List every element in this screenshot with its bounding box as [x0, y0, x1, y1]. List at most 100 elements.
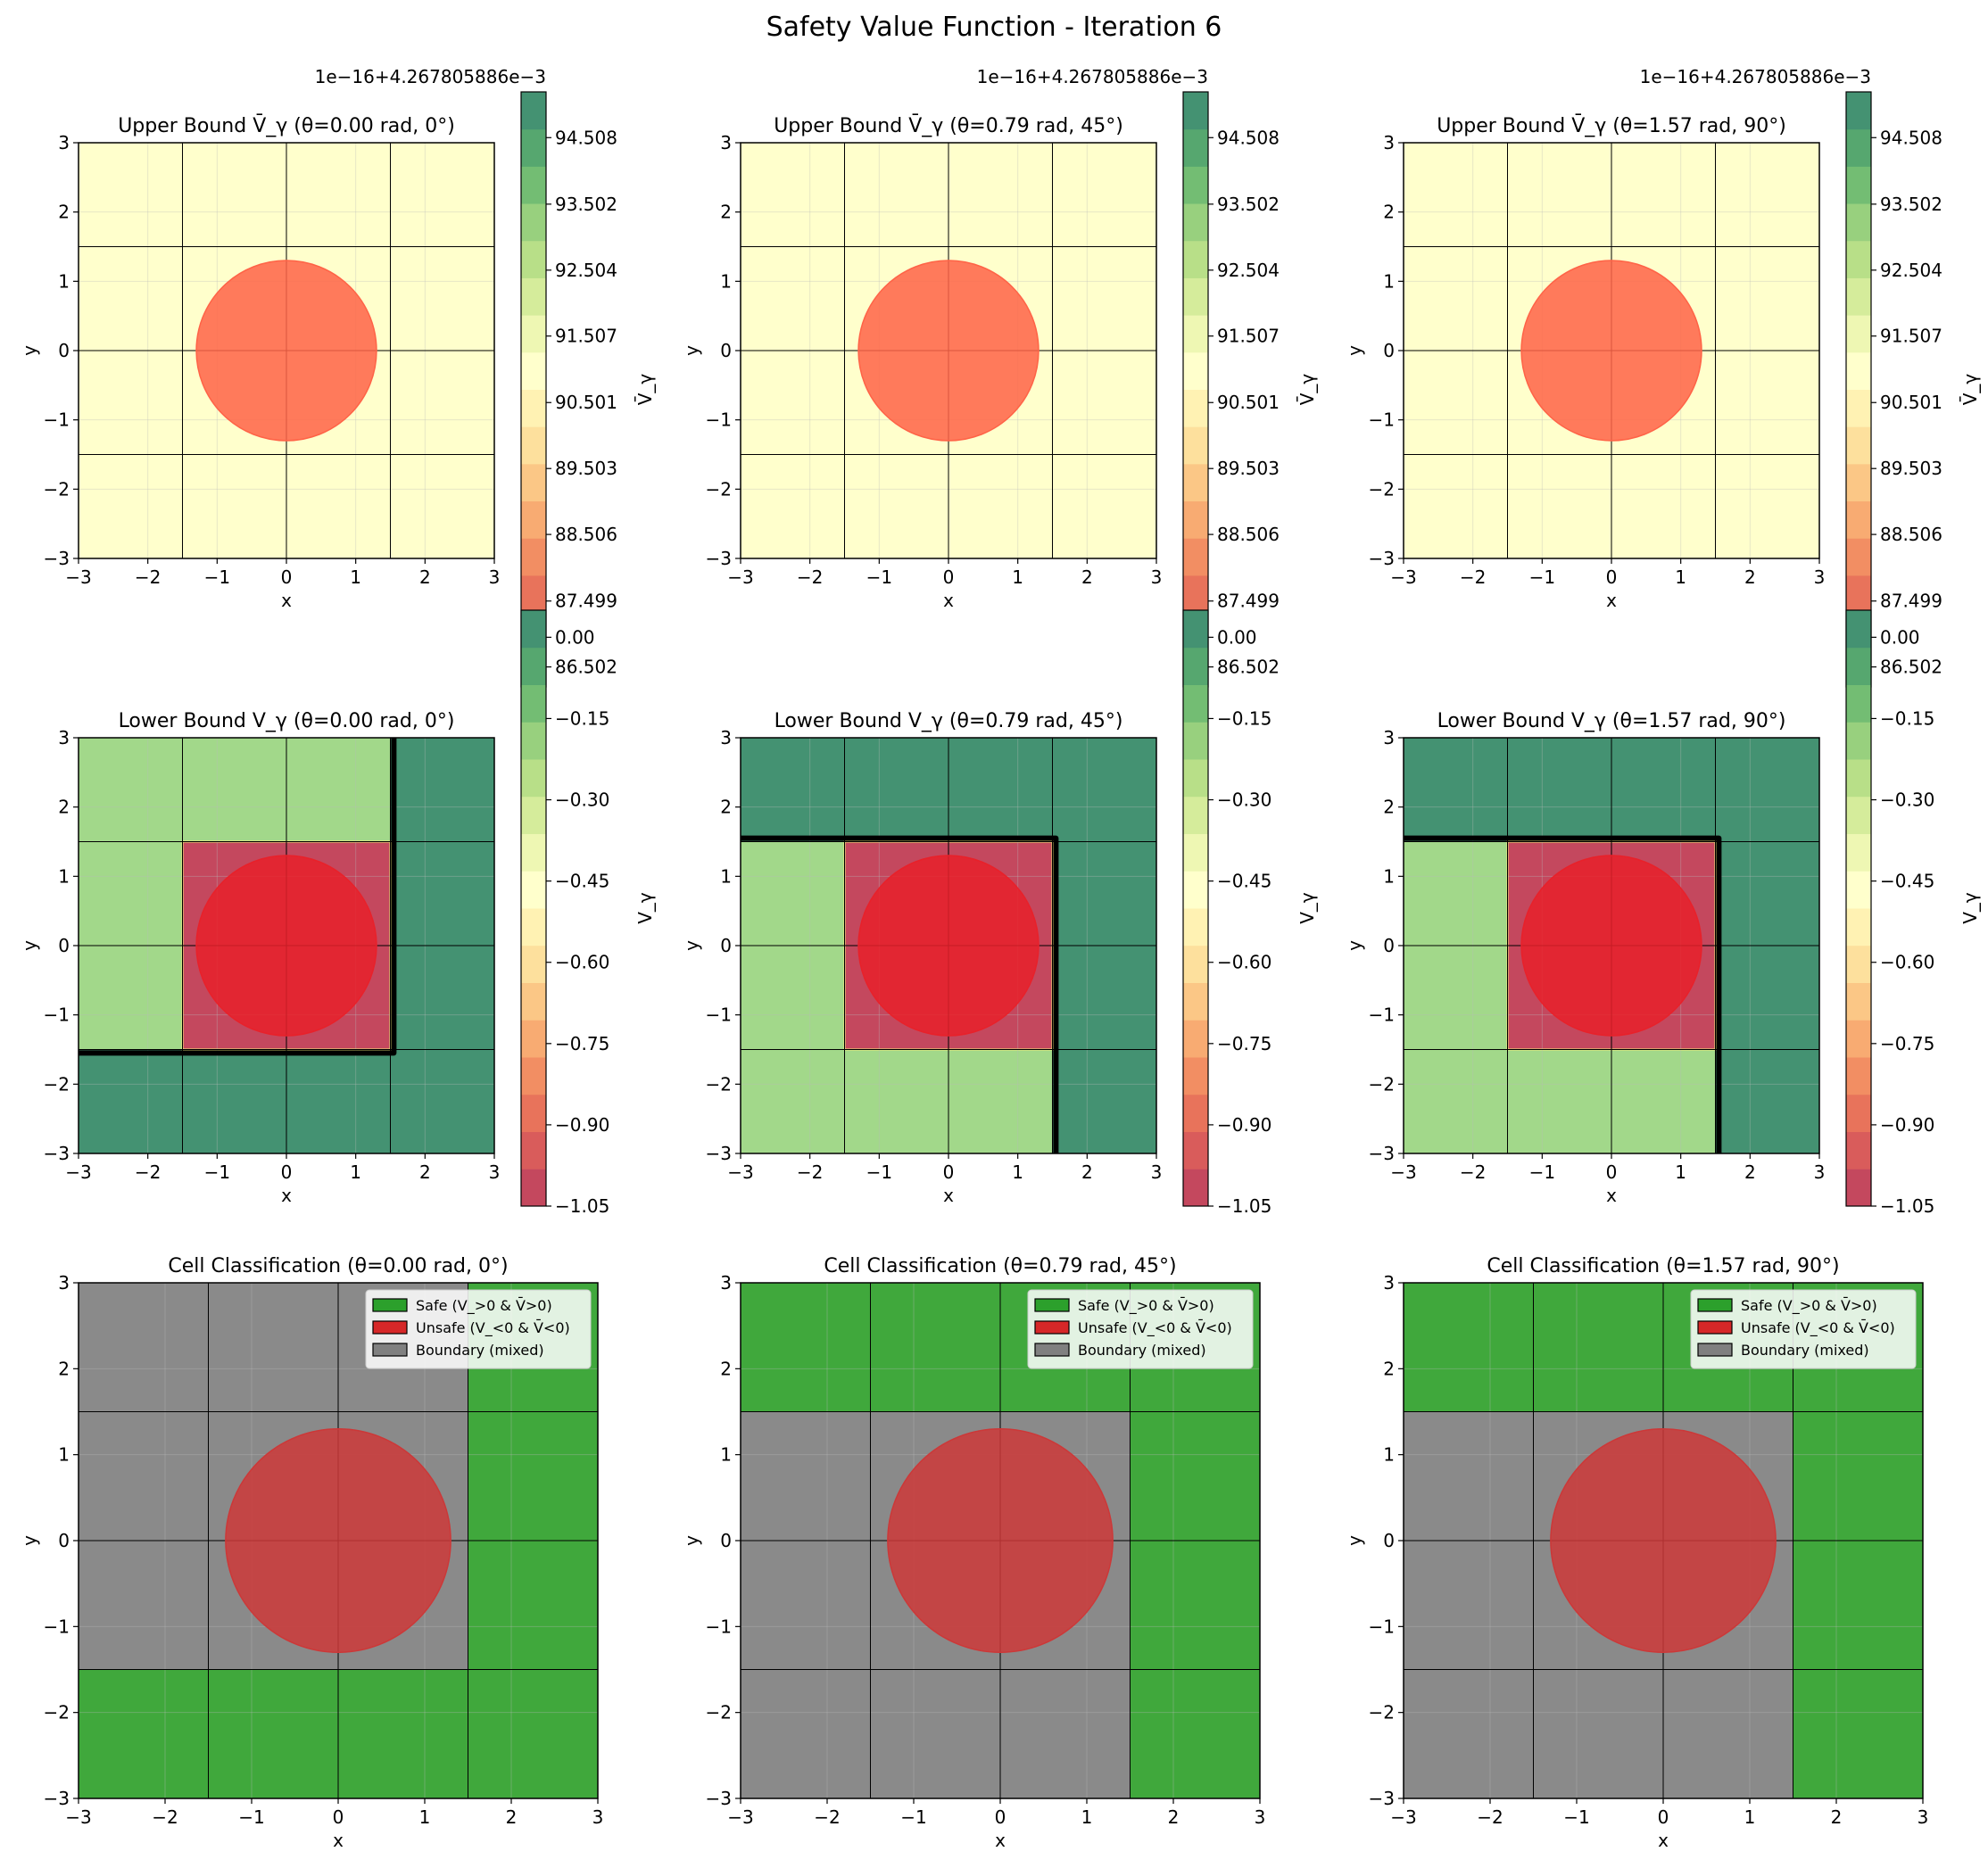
- colorbar-band: [1846, 684, 1871, 723]
- grid-cell: [741, 738, 845, 842]
- x-tick-label: 0: [281, 566, 293, 588]
- colorbar-band: [1846, 1131, 1871, 1170]
- colorbar-band: [1846, 1169, 1871, 1207]
- y-tick-label: 3: [720, 132, 732, 153]
- grid-cell: [1404, 738, 1508, 842]
- y-tick-label: 0: [1383, 340, 1395, 361]
- colorbar-tick-label: 93.502: [555, 194, 617, 215]
- colorbar-label: V_γ: [1959, 892, 1981, 924]
- y-tick-label: 0: [58, 340, 70, 361]
- colorbar-tick-label: −1.05: [1217, 1195, 1271, 1217]
- grid-cell: [79, 1283, 209, 1412]
- legend-swatch: [1697, 1298, 1733, 1312]
- grid-cell: [1404, 143, 1508, 247]
- grid-cell: [948, 1049, 1053, 1154]
- legend-box: [1690, 1289, 1917, 1369]
- grid-cell: [79, 143, 183, 247]
- x-tick-label: −2: [797, 566, 823, 588]
- x-tick-label: 2: [1831, 1806, 1843, 1828]
- grid-cell: [1130, 1541, 1261, 1670]
- grid-cell: [79, 246, 183, 351]
- colorbar-tick-label: −0.15: [555, 707, 609, 729]
- y-tick-label: 3: [1383, 1272, 1395, 1294]
- colorbar-label: V̄_γ: [1959, 374, 1981, 406]
- legend-entry: Safe (V_>0 & V̄>0): [1741, 1297, 1877, 1315]
- colorbar-band: [521, 277, 546, 316]
- colorbar-band: [521, 92, 546, 130]
- y-tick-label: 2: [58, 797, 70, 818]
- x-tick-label: −3: [727, 566, 753, 588]
- y-axis-label: y: [19, 1535, 40, 1546]
- legend-swatch: [372, 1298, 408, 1312]
- grid-cell: [1404, 946, 1508, 1050]
- grid-cell: [1533, 1669, 1664, 1799]
- y-axis-label: y: [681, 1535, 702, 1546]
- colorbar-label: V_γ: [1296, 892, 1318, 924]
- y-tick-label: 1: [720, 865, 732, 887]
- colorbar-band: [1846, 908, 1871, 946]
- y-axis-label: y: [19, 345, 40, 356]
- grid-cell: [1793, 1411, 1924, 1542]
- grid-cell: [1052, 246, 1157, 351]
- x-tick-label: 0: [333, 1806, 344, 1828]
- x-tick-label: 1: [419, 1806, 431, 1828]
- colorbar-band: [1183, 871, 1208, 909]
- x-tick-label: −2: [1477, 1806, 1503, 1828]
- grid-cell: [390, 1049, 495, 1154]
- x-axis-label: x: [1658, 1830, 1669, 1851]
- grid-cell: [844, 143, 949, 247]
- x-tick-label: −2: [135, 1161, 161, 1183]
- grid-cell: [390, 454, 495, 559]
- colorbar-tick-label: −0.15: [1217, 707, 1271, 729]
- grid-cell: [1052, 143, 1157, 247]
- y-tick-label: −3: [706, 1788, 732, 1809]
- colorbar-band: [1846, 389, 1871, 427]
- grid-cell: [79, 738, 183, 842]
- grid-cell: [468, 1411, 599, 1542]
- x-tick-label: −1: [1529, 566, 1555, 588]
- colorbar-tick-label: −0.75: [555, 1033, 609, 1054]
- colorbar-band: [1183, 128, 1208, 167]
- y-tick-label: 1: [1383, 1444, 1395, 1466]
- grid-cell: [1052, 946, 1157, 1050]
- y-tick-label: −1: [706, 1616, 732, 1637]
- y-tick-label: −2: [706, 478, 732, 500]
- colorbar-label: V_γ: [634, 892, 656, 924]
- y-axis-label: y: [1344, 1535, 1365, 1546]
- colorbar-frame: [1182, 609, 1209, 1207]
- colorbar-band: [1183, 833, 1208, 872]
- x-tick-label: −3: [727, 1806, 753, 1828]
- colorbar-band: [1183, 684, 1208, 723]
- legend-entry: Boundary (mixed): [1741, 1342, 1869, 1359]
- grid-cell: [1507, 738, 1612, 842]
- x-tick-label: −2: [135, 566, 161, 588]
- x-tick-label: 0: [1658, 1806, 1669, 1828]
- colorbar-tick-label: 0.00: [1880, 626, 1920, 648]
- grid-cell: [1611, 738, 1716, 842]
- panel-title: Upper Bound V̄_γ (θ=0.00 rad, 0°): [118, 114, 455, 137]
- y-tick-label: −2: [1369, 478, 1395, 500]
- y-tick-label: 2: [1383, 1358, 1395, 1379]
- y-tick-label: −1: [44, 409, 70, 431]
- x-tick-label: 3: [1255, 1806, 1266, 1828]
- colorbar-frame: [1845, 609, 1872, 1207]
- colorbar-band: [1183, 1169, 1208, 1207]
- grid-cell: [741, 351, 845, 455]
- colorbar-band: [521, 128, 546, 167]
- colorbar-band: [521, 1094, 546, 1132]
- grid-cell: [286, 1049, 391, 1154]
- colorbar-tick-label: −0.30: [1880, 789, 1934, 811]
- y-tick-label: 3: [58, 727, 70, 748]
- grid-cell: [208, 1669, 339, 1799]
- colorbar-band: [1183, 389, 1208, 427]
- grid-cell: [1611, 1049, 1716, 1154]
- colorbar-band: [1846, 277, 1871, 316]
- colorbar-band: [521, 722, 546, 760]
- colorbar-band: [1183, 610, 1208, 649]
- x-tick-label: 2: [1744, 566, 1756, 588]
- legend-swatch: [1697, 1343, 1733, 1357]
- legend-swatch: [372, 1343, 408, 1357]
- y-tick-label: −2: [1369, 1702, 1395, 1723]
- colorbar-band: [1846, 722, 1871, 760]
- y-tick-label: −2: [706, 1702, 732, 1723]
